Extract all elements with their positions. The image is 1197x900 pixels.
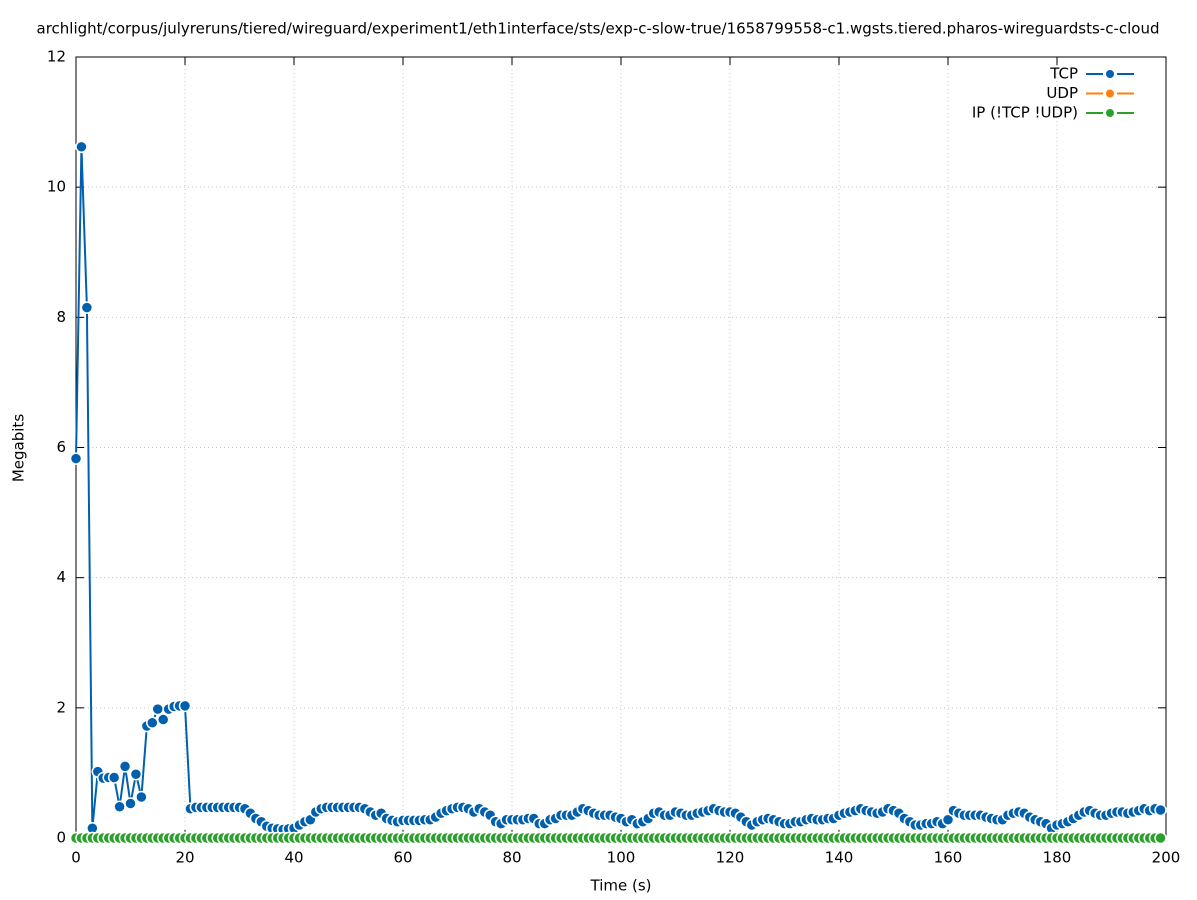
y-tick-label: 10 — [47, 178, 66, 196]
data-point — [107, 771, 121, 784]
data-point — [146, 716, 159, 730]
x-tick-label: 80 — [502, 849, 521, 867]
x-tick-label: 140 — [825, 849, 854, 867]
series-line — [75, 146, 1161, 831]
x-tick-label: 100 — [607, 849, 636, 867]
x-tick-label: 0 — [71, 849, 81, 867]
data-point — [1154, 831, 1167, 845]
y-tick-label: 8 — [56, 308, 66, 326]
data-point — [80, 301, 94, 314]
data-point — [135, 790, 148, 804]
legend-marker — [1103, 86, 1117, 101]
data-point — [118, 760, 132, 773]
data-point — [178, 699, 192, 713]
legend-label: TCP — [1049, 65, 1078, 83]
data-point — [151, 702, 164, 716]
x-tick-label: 160 — [934, 849, 963, 867]
x-tick-label: 200 — [1152, 849, 1181, 867]
data-point — [1154, 803, 1167, 817]
y-tick-label: 0 — [56, 829, 66, 847]
y-tick-label: 6 — [56, 438, 66, 456]
data-point — [75, 140, 88, 154]
x-tick-label: 60 — [393, 849, 412, 867]
legend-marker — [1103, 67, 1117, 81]
x-tick-label: 20 — [175, 849, 194, 867]
x-tick-label: 40 — [284, 849, 303, 867]
legend-label: UDP — [1046, 84, 1078, 102]
y-tick-label: 12 — [47, 48, 66, 66]
data-point — [941, 813, 955, 827]
data-point — [156, 713, 170, 726]
data-point — [124, 797, 137, 810]
data-point — [69, 452, 83, 465]
x-tick-label: 180 — [1043, 849, 1072, 867]
data-point — [129, 767, 143, 781]
x-axis-label: Time (s) — [590, 877, 652, 895]
chart-title: archlight/corpus/julyreruns/tiered/wireg… — [37, 20, 1160, 38]
x-tick-label: 120 — [716, 849, 745, 867]
y-axis-label: Megabits — [10, 414, 28, 482]
legend-label: IP (!TCP !UDP) — [972, 104, 1078, 122]
y-tick-label: 2 — [56, 698, 66, 716]
data-point — [113, 800, 126, 814]
legend-marker — [1103, 106, 1117, 120]
y-tick-label: 4 — [56, 568, 66, 586]
